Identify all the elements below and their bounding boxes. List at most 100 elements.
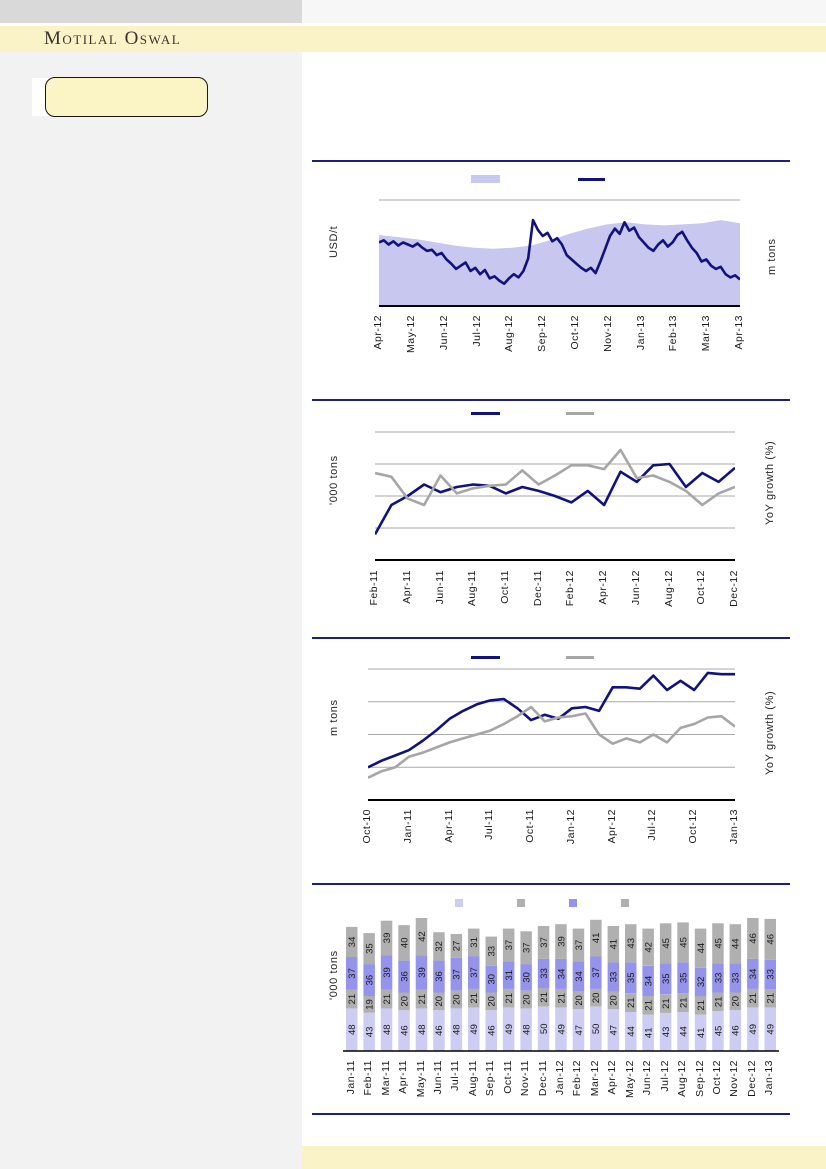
x-tick-label: Apr-12 xyxy=(372,315,384,350)
bar-segment xyxy=(415,989,428,1009)
x-tick-label: Apr-12 xyxy=(597,570,610,605)
bar-value-label: 35 xyxy=(678,973,689,984)
x-axis-labels: Oct-10 Jan-11 Apr-11 Jul-11 Oct-11 Jan-12 Apr-… xyxy=(361,807,740,859)
bar-segment xyxy=(607,991,620,1010)
bar-value-label: 37 xyxy=(591,967,602,978)
x-tick-label: Feb-11 xyxy=(362,1060,375,1096)
legend-swatch-area xyxy=(471,175,500,183)
y-axis-label-left: USD/t xyxy=(328,225,340,259)
bar-segment xyxy=(659,994,672,1013)
bar-value-label: 34 xyxy=(574,971,585,982)
section-divider xyxy=(312,399,790,401)
x-tick-label: Jan-12 xyxy=(554,1060,566,1096)
x-axis-labels: Jan-11 Feb-11 Mar-11 Apr-11 May-11 Jun-11 Jul-… xyxy=(343,1058,779,1110)
y-axis-label-left: '000 tons xyxy=(328,950,340,1000)
bar-segment xyxy=(415,918,428,956)
bar-segment xyxy=(468,1007,480,1051)
bar-segment xyxy=(677,1012,689,1051)
bar-value-label: 49 xyxy=(504,1024,515,1035)
x-tick-label: Oct-12 xyxy=(711,1060,723,1095)
bar-segment xyxy=(642,996,654,1015)
bar-segment xyxy=(712,923,724,964)
bar-segment xyxy=(346,989,358,1009)
bar-segment xyxy=(764,1007,776,1051)
bar-segment xyxy=(607,1009,620,1051)
bar-segment xyxy=(642,1014,654,1051)
x-tick-label: Mar-13 xyxy=(700,315,713,352)
legend-swatch-bar-purple xyxy=(569,899,577,907)
bar-value-label: 37 xyxy=(504,940,515,951)
bar-value-label: 21 xyxy=(417,994,428,1005)
bar-value-label: 33 xyxy=(609,972,620,983)
x-tick-label: Feb-13 xyxy=(667,315,680,352)
bar-value-label: 37 xyxy=(469,967,480,978)
bar-segment xyxy=(363,933,375,965)
bar-value-label: 41 xyxy=(644,1028,655,1039)
bar-value-label: 20 xyxy=(609,995,620,1006)
legend-swatch-bar-light xyxy=(455,899,463,907)
bar-value-label: 20 xyxy=(452,994,463,1005)
x-axis-labels: Feb-11 Apr-11 Jun-11 Aug-11 Oct-11 Dec-11 Feb-… xyxy=(368,568,740,620)
bar-segment xyxy=(590,1006,602,1051)
bar-value-label: 21 xyxy=(469,993,480,1004)
bar-value-label: 34 xyxy=(748,969,759,980)
bar-segment xyxy=(520,931,532,965)
bar-segment xyxy=(555,988,567,1008)
note-box xyxy=(45,77,208,117)
x-tick-label: Oct-10 xyxy=(361,809,373,844)
bar-segment xyxy=(398,960,410,993)
x-tick-label: Sep-12 xyxy=(693,1060,706,1097)
bar-value-label: 31 xyxy=(469,937,480,948)
bar-segment xyxy=(398,925,410,961)
bar-segment xyxy=(346,1008,358,1051)
x-tick-label: Apr-11 xyxy=(442,809,455,843)
bar-segment xyxy=(572,991,585,1010)
bar-segment xyxy=(433,960,445,993)
bar-segment xyxy=(607,962,620,992)
bar-segment xyxy=(659,923,672,964)
bar-segment xyxy=(590,919,602,957)
bar-segment xyxy=(433,1010,445,1051)
x-tick-label: Jun-11 xyxy=(431,1060,444,1095)
bar-value-label: 32 xyxy=(434,941,445,952)
bar-segment xyxy=(555,924,567,959)
bar-segment xyxy=(485,936,497,966)
bar-segment xyxy=(590,956,602,989)
x-tick-label: Sep-12 xyxy=(536,315,549,352)
x-tick-label: Nov-12 xyxy=(728,1060,741,1097)
x-tick-label: Jan-11 xyxy=(401,809,414,844)
bar-segment xyxy=(537,958,550,989)
bar-segment xyxy=(712,992,724,1012)
bar-value-label: 20 xyxy=(399,996,410,1007)
bar-value-label: 39 xyxy=(556,936,567,947)
bar-value-label: 21 xyxy=(713,997,724,1008)
bar-segment xyxy=(537,988,550,1007)
bar-value-label: 41 xyxy=(591,933,602,944)
bar-value-label: 35 xyxy=(626,973,637,984)
x-tick-label: Aug-12 xyxy=(503,315,516,352)
bar-value-label: 21 xyxy=(347,994,358,1005)
bar-value-label: 20 xyxy=(521,994,532,1005)
bar-value-label: 37 xyxy=(521,942,532,953)
bar-segment xyxy=(468,956,480,989)
x-tick-label: Oct-12 xyxy=(687,809,700,844)
y-axis-label-right: YoY growth (%) xyxy=(764,440,776,526)
x-tick-label: Dec-12 xyxy=(745,1060,758,1097)
bar-segment xyxy=(625,1012,637,1051)
bar-value-label: 32 xyxy=(696,977,707,988)
bar-value-label: 34 xyxy=(644,976,655,987)
section-divider xyxy=(312,883,790,885)
x-tick-label: Jun-12 xyxy=(437,315,450,351)
bar-segment xyxy=(363,964,375,996)
bar-segment xyxy=(450,957,463,991)
bar-segment xyxy=(729,924,742,964)
bar-segment xyxy=(537,1006,550,1051)
x-tick-label: Oct-12 xyxy=(568,315,581,350)
x-tick-label: Dec-11 xyxy=(531,570,544,607)
plot-area xyxy=(368,668,735,801)
bar-value-label: 33 xyxy=(766,969,777,980)
bar-segment xyxy=(642,965,654,996)
bar-segment xyxy=(380,955,393,990)
x-tick-label: Jan-13 xyxy=(763,1060,776,1096)
bar-segment xyxy=(729,992,742,1011)
